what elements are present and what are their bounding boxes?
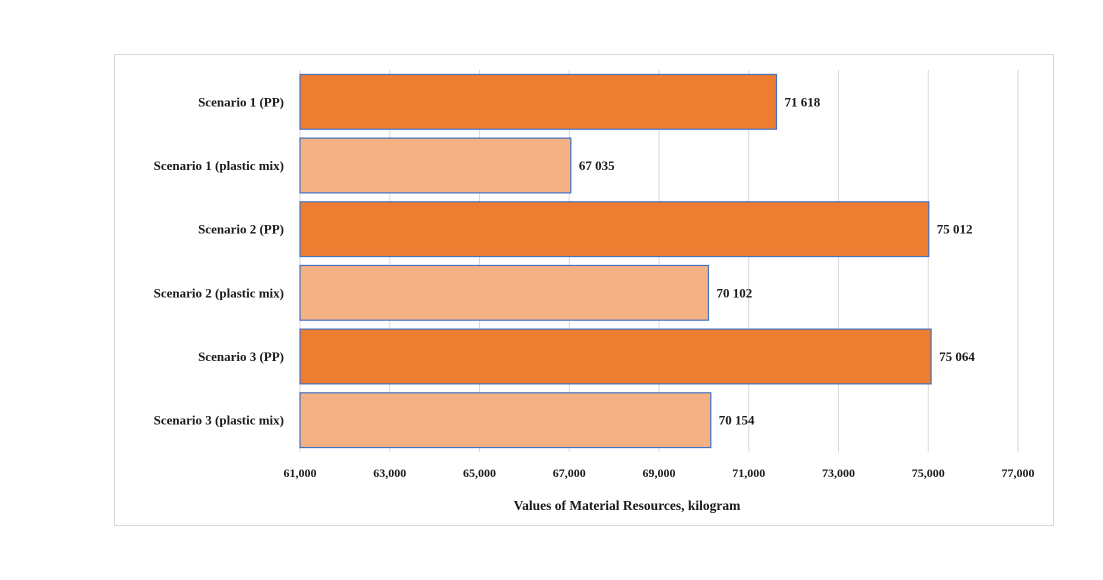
- bars: [299, 73, 932, 449]
- value-label: 70 102: [716, 285, 752, 300]
- bar: [299, 201, 930, 258]
- category-label: Scenario 2 (plastic mix): [154, 285, 284, 300]
- bar: [299, 137, 572, 194]
- x-tick-label: 69,000: [643, 466, 676, 480]
- value-label: 70 154: [719, 413, 755, 428]
- x-tick-label: 67,000: [553, 466, 586, 480]
- category-label: Scenario 1 (plastic mix): [154, 158, 284, 173]
- x-tick-label: 61,000: [284, 466, 317, 480]
- value-label: 75 064: [939, 349, 975, 364]
- value-label: 75 012: [937, 222, 973, 237]
- x-tick-label: 71,000: [732, 466, 765, 480]
- bar: [299, 73, 778, 130]
- x-tick-label: 65,000: [463, 466, 496, 480]
- value-label: 67 035: [579, 158, 615, 173]
- bar: [299, 328, 932, 385]
- x-axis-title: Values of Material Resources, kilogram: [514, 498, 742, 513]
- x-tick-label: 75,000: [912, 466, 945, 480]
- x-tick-label: 73,000: [822, 466, 855, 480]
- bar: [299, 392, 712, 449]
- category-label: Scenario 3 (PP): [198, 349, 284, 364]
- bar: [299, 264, 710, 321]
- category-label: Scenario 1 (PP): [198, 94, 284, 109]
- category-label: Scenario 3 (plastic mix): [154, 413, 284, 428]
- value-label: 71 618: [784, 94, 820, 109]
- x-tick-label: 63,000: [373, 466, 406, 480]
- category-label: Scenario 2 (PP): [198, 222, 284, 237]
- x-axis-ticks: 61,000 63,000 65,000 67,000 69,000 71,000 73,0…: [284, 466, 1035, 480]
- gridlines: [299, 70, 1019, 452]
- category-labels: Scenario 1 (PP) Scenario 1 (plastic mix) S…: [154, 94, 284, 427]
- value-labels: 71 618 67 035 75 012 70 102 75 064 70 154: [579, 94, 976, 427]
- x-tick-label: 77,000: [1002, 466, 1035, 480]
